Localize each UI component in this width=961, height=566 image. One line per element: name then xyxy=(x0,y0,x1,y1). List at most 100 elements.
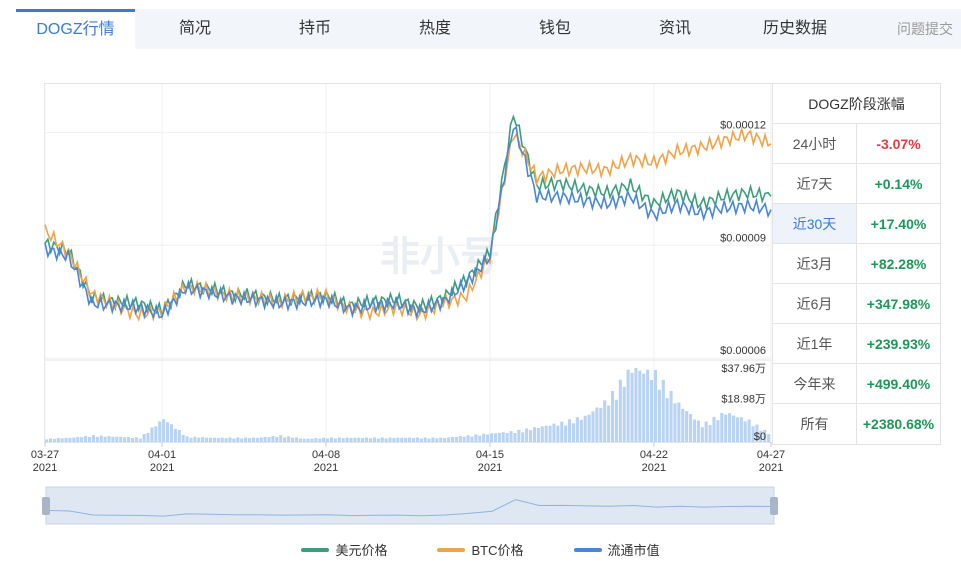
volume-bar xyxy=(739,417,743,442)
volume-bar xyxy=(493,433,497,442)
series-line-usd xyxy=(44,114,772,320)
x-tick-year: 2021 xyxy=(642,462,666,474)
volume-bar xyxy=(751,426,755,442)
volume-bar xyxy=(228,437,232,442)
volume-bar xyxy=(341,438,345,442)
volume-bar xyxy=(107,436,111,442)
tab-dogz-market[interactable]: DOGZ行情 xyxy=(16,9,135,49)
volume-bar xyxy=(255,437,259,442)
volume-bar xyxy=(579,419,583,442)
volume-bar xyxy=(525,428,529,442)
volume-bar xyxy=(634,367,638,442)
volume-bar xyxy=(357,437,361,442)
volume-bar xyxy=(728,413,732,442)
volume-bar xyxy=(704,421,708,442)
volume-bar xyxy=(119,436,123,442)
volume-bar xyxy=(322,437,326,442)
tab-holdings[interactable]: 持币 xyxy=(298,20,331,37)
legend-swatch-usd xyxy=(301,547,330,552)
period-row[interactable]: 今年来 +499.40% xyxy=(773,364,940,404)
navigator-handle-right[interactable] xyxy=(770,497,778,515)
period-label: 近30天 xyxy=(773,204,857,243)
volume-bar xyxy=(353,437,357,442)
legend-btc[interactable]: BTC价格 xyxy=(437,540,524,559)
x-tick-date: 03-27 xyxy=(31,449,59,461)
volume-bar xyxy=(345,437,349,442)
period-change-value: +347.98% xyxy=(866,296,931,312)
tab-wallet[interactable]: 钱包 xyxy=(538,20,571,37)
volume-bar xyxy=(76,436,80,442)
x-tick-date: 04-01 xyxy=(148,449,176,461)
volume-bar xyxy=(575,417,579,442)
volume-bar xyxy=(111,436,115,442)
feedback-link[interactable]: 问题提交 xyxy=(897,21,953,37)
volume-bar xyxy=(501,432,505,442)
price-tick-label: $0.00012 xyxy=(720,120,766,132)
legend-mcap[interactable]: 流通市值 xyxy=(573,540,660,559)
period-row[interactable]: 近30天 +17.40% xyxy=(773,204,940,244)
tab-history[interactable]: 历史数据 xyxy=(762,20,827,37)
volume-bar xyxy=(279,435,283,442)
legend-swatch-mcap xyxy=(573,547,602,552)
volume-bar xyxy=(376,438,380,442)
period-row[interactable]: 近6月 +347.98% xyxy=(773,284,940,324)
legend-label-mcap: 流通市值 xyxy=(607,543,660,558)
volume-bar xyxy=(603,400,607,442)
volume-bar xyxy=(189,437,193,442)
volume-bar xyxy=(158,421,162,442)
period-label: 今年来 xyxy=(773,364,857,403)
period-change-value: +17.40% xyxy=(870,216,927,232)
volume-bar xyxy=(298,438,302,442)
volume-bar xyxy=(326,438,330,442)
tab-popularity[interactable]: 热度 xyxy=(418,20,451,37)
tab-overview[interactable]: 简况 xyxy=(178,20,211,37)
volume-bar xyxy=(361,438,365,442)
volume-bar xyxy=(384,438,388,442)
volume-bar xyxy=(365,437,369,442)
volume-bar xyxy=(216,437,220,442)
volume-bar xyxy=(552,423,556,442)
volume-bar xyxy=(536,427,540,442)
period-row[interactable]: 所有 +2380.68% xyxy=(773,404,940,444)
volume-bar xyxy=(123,437,127,442)
period-row[interactable]: 24小时 -3.07% xyxy=(773,124,940,164)
volume-bar xyxy=(349,437,353,442)
volume-bar xyxy=(396,437,400,442)
volume-bar xyxy=(419,438,423,442)
volume-bar xyxy=(95,436,99,442)
volume-bar xyxy=(52,438,56,442)
volume-bar xyxy=(146,432,150,442)
volume-bar xyxy=(657,389,661,442)
volume-bar xyxy=(595,407,599,442)
volume-bar xyxy=(423,437,427,442)
volume-bar xyxy=(653,369,658,442)
volume-bar xyxy=(201,437,205,442)
volume-bar xyxy=(696,420,700,442)
volume-bar xyxy=(677,402,681,442)
period-row[interactable]: 近7天 +0.14% xyxy=(773,164,940,204)
volume-bar xyxy=(685,411,689,442)
navigator-handle-left[interactable] xyxy=(42,497,50,515)
volume-tick-label: $37.96万 xyxy=(721,363,766,375)
volume-bar xyxy=(665,398,669,442)
volume-bar xyxy=(283,437,287,442)
tab-bar: DOGZ行情 简况 持币 热度 钱包 资讯 历史数据 问题提交 xyxy=(16,9,961,49)
period-row[interactable]: 近3月 +82.28% xyxy=(773,244,940,284)
volume-bar xyxy=(532,427,537,442)
volume-bar xyxy=(185,436,189,442)
volume-bar xyxy=(45,439,49,442)
volume-bar xyxy=(408,437,412,442)
tab-news[interactable]: 资讯 xyxy=(658,20,691,37)
volume-bar xyxy=(435,438,439,442)
volume-bar xyxy=(197,437,201,442)
volume-bar xyxy=(306,438,310,442)
volume-bar xyxy=(630,372,634,442)
volume-bar xyxy=(290,437,295,442)
legend-usd[interactable]: 美元价格 xyxy=(301,540,387,559)
watermark-text: 非小号 xyxy=(380,234,500,280)
volume-bar xyxy=(263,436,267,442)
volume-bar xyxy=(622,386,626,442)
period-row[interactable]: 近1年 +239.93% xyxy=(773,324,940,364)
period-change-table: DOGZ阶段涨幅 24小时 -3.07% 近7天 +0.14% 近30天 +17.40% 近… xyxy=(772,83,941,445)
